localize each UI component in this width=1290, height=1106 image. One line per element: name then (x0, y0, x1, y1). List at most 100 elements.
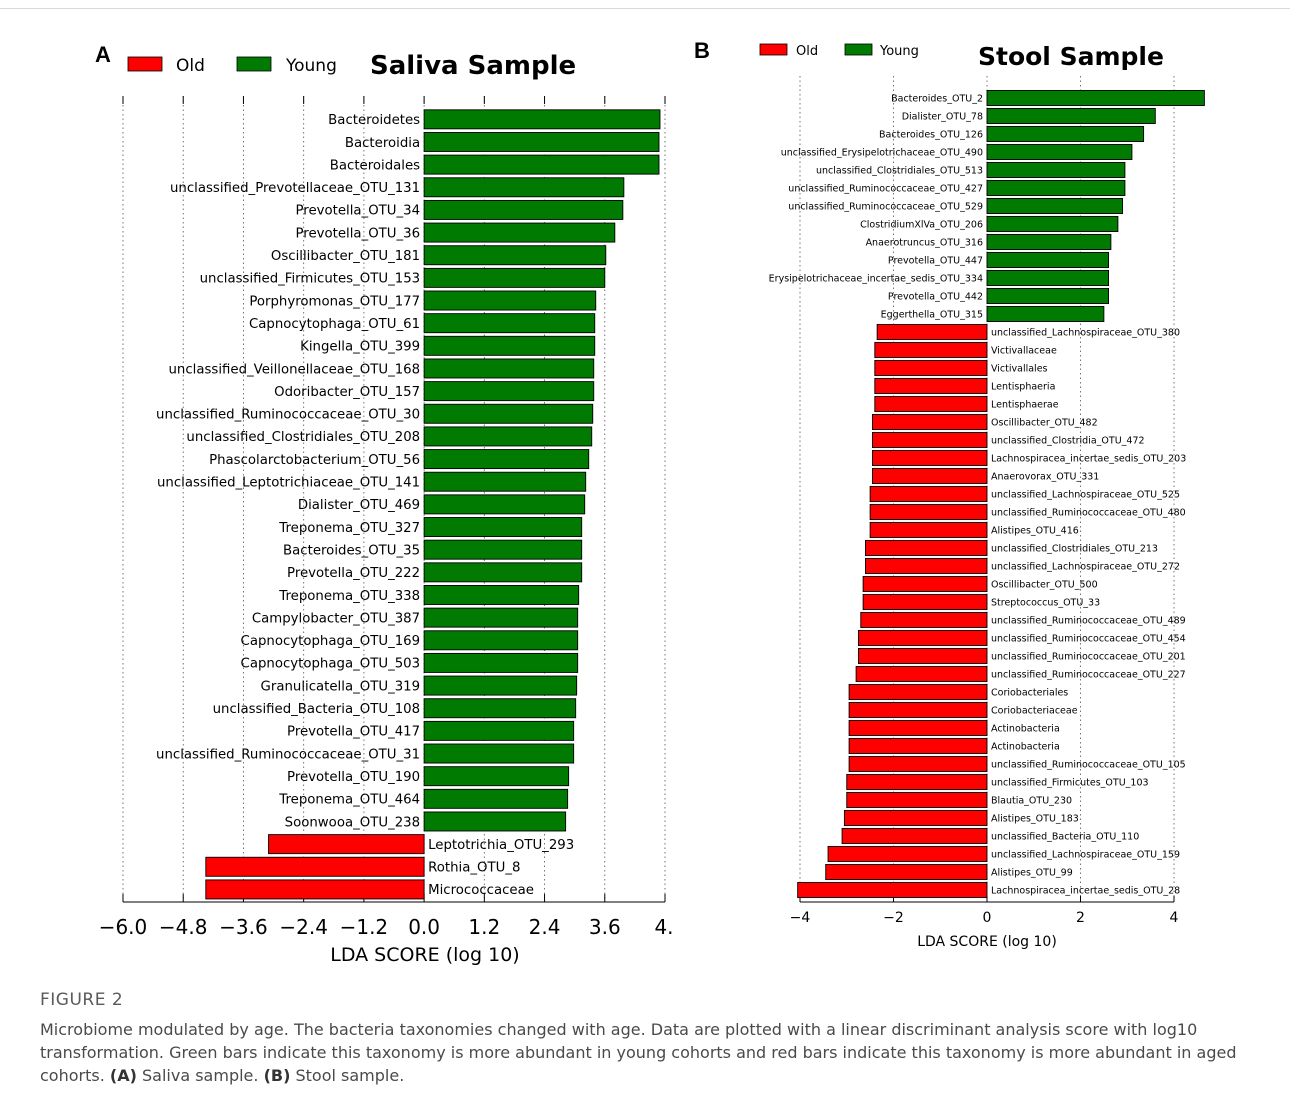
caption-b-text: Stool sample. (295, 1066, 405, 1085)
panel-b-bar-label: Streptococcus_OTU_33 (991, 597, 1100, 608)
panel-a-bar (423, 788, 569, 809)
panel-b-bar (986, 305, 1105, 323)
panel-b-bar (872, 467, 988, 485)
panel-a-bar-label: Odoribacter_OTU_157 (274, 385, 420, 400)
panel-b-bar (872, 431, 988, 449)
panel-b-bar-label: unclassified_Ruminococcaceae_OTU_454 (991, 633, 1186, 644)
panel-b-bar-label: Actinobacteria (991, 741, 1060, 752)
panel-b-bar-label: unclassified_Clostridiales_OTU_513 (816, 165, 983, 176)
panel-a-bar (423, 245, 607, 266)
panel-a-bar-label: Prevotella_OTU_190 (287, 770, 420, 785)
panel-b-bar (862, 575, 988, 593)
panel-a-bar-label: unclassified_Firmicutes_OTU_153 (200, 272, 421, 287)
panel-b-bar-label: Lachnospiracea_incertae_sedis_OTU_203 (991, 453, 1186, 464)
panel-b-bar-label: Prevotella_OTU_447 (888, 255, 983, 266)
panel-a-xlabel: LDA SCORE (log 10) (330, 944, 519, 966)
panel-a-bar (423, 630, 579, 651)
panel-a-legend-young-label: Young (285, 56, 337, 76)
panel-b-x-tick-label: −4 (790, 910, 811, 926)
panel-b-bar-label: unclassified_Clostridiales_OTU_213 (991, 543, 1158, 554)
panel-b-bar (869, 503, 988, 521)
panel-a-label: A (95, 42, 111, 67)
panel-b-bar (874, 359, 988, 377)
panel-b-bar-label: Coriobacteriales (991, 687, 1068, 698)
panel-a-bar-label: unclassified_Veillonellaceae_OTU_168 (168, 362, 420, 377)
panel-b-bar-label: unclassified_Firmicutes_OTU_103 (991, 777, 1149, 788)
panel-a-bar-label: Prevotella_OTU_36 (295, 226, 420, 241)
panel-b-bar (848, 701, 988, 719)
panel-b-bar-label: unclassified_Lachnospiraceae_OTU_380 (991, 327, 1180, 338)
panel-a-bar (423, 426, 593, 447)
panel-b-bar-label: Anaerotruncus_OTU_316 (866, 237, 983, 248)
panel-b-xlabel: LDA SCORE (log 10) (917, 934, 1057, 950)
panel-b-bar (848, 737, 988, 755)
panel-b-bar-label: Alistipes_OTU_183 (991, 813, 1079, 824)
panel-b-bar (986, 161, 1126, 179)
panel-b-bar-label: Anaerovorax_OTU_331 (991, 471, 1099, 482)
panel-b-bar (986, 143, 1133, 161)
panel-b-x-tick-label: 2 (1076, 910, 1085, 926)
panel-a-bar (423, 766, 570, 787)
panel-a-bar-label: Leptotrichia_OTU_293 (428, 838, 574, 853)
panel-b-bar (986, 125, 1145, 143)
panel-a-plot: −6.0 −4.8 −3.6 −2.4 −1.2 0.0 1.2 2.4 3.6 4. Bacte… (99, 96, 676, 939)
panel-b-bar (876, 323, 988, 341)
panel-b-bar-label: Alistipes_OTU_416 (991, 525, 1079, 536)
panel-b-bar (869, 485, 988, 503)
panel-b-bar (860, 611, 988, 629)
panel-b-bar (986, 287, 1110, 305)
panel-a-bar (423, 335, 596, 356)
panel-a-bar-label: Granulicatella_OTU_319 (261, 679, 421, 694)
panel-a-bar-label: Capnocytophaga_OTU_61 (249, 317, 420, 332)
caption-a-label: (A) (109, 1066, 137, 1085)
panel-a-bar (423, 539, 583, 560)
panel-b-bar-label: unclassified_Erysipelotrichaceae_OTU_490 (781, 147, 983, 158)
panel-a-bar-label: Bacteroidetes (328, 113, 420, 128)
panel-a-bar (423, 562, 583, 583)
panel-b-bar (848, 683, 988, 701)
panel-b-bar-label: unclassified_Ruminococcaceae_OTU_480 (991, 507, 1186, 518)
panel-a-bar-label: Capnocytophaga_OTU_503 (241, 657, 421, 672)
panel-a-bar (423, 585, 580, 605)
panel-b-bar-label: unclassified_Ruminococcaceae_OTU_427 (788, 183, 983, 194)
panel-b-bar (846, 773, 988, 791)
panel-b-bar (872, 449, 988, 467)
panel-a-bar (423, 267, 606, 288)
panel-b-bar (862, 593, 988, 611)
panel-b-bar (986, 269, 1110, 287)
panel-b-legend-old-label: Old (796, 44, 818, 59)
panel-a-bar (423, 811, 567, 832)
panel-b-bar (841, 827, 988, 845)
panel-a-x-tick-label: 4. (654, 915, 675, 939)
caption-a-text: Saliva sample. (142, 1066, 259, 1085)
panel-b-bar-label: Victivallaceae (991, 345, 1057, 356)
panel-b-bar (846, 791, 988, 809)
panel-b-legend-young-label: Young (879, 44, 919, 59)
panel-b-bar-label: Actinobacteria (991, 723, 1060, 734)
panel-a-legend-old-label: Old (176, 56, 205, 76)
panel-a-x-tick-label: −1.2 (340, 915, 389, 939)
panel-b-title: Stool Sample (978, 42, 1164, 71)
panel-a-bar (423, 109, 661, 130)
panel-a-bar-label: Oscillibacter_OTU_181 (271, 249, 420, 264)
panel-b-bar-label: Lentisphaeria (991, 381, 1055, 392)
panel-b-bar-label: Oscillibacter_OTU_500 (991, 579, 1098, 590)
panel-a-bar-label: unclassified_Leptotrichiaceae_OTU_141 (157, 476, 420, 491)
panel-b-bar-label: unclassified_Ruminococcaceae_OTU_529 (788, 201, 983, 212)
panel-b-x-tick-label: 4 (1170, 910, 1179, 926)
panel-b-bar-label: ClostridiumXlVa_OTU_206 (860, 219, 983, 230)
panel-b-bar-label: Blautia_OTU_230 (991, 795, 1072, 806)
panel-b-bar (874, 377, 988, 395)
panel-a-bar (423, 222, 616, 243)
panel-a-bar-label: Bacteroidales (330, 158, 420, 173)
panel-b-bar-label: unclassified_Clostridia_OTU_472 (991, 435, 1145, 446)
panel-b-bar-label: unclassified_Ruminococcaceae_OTU_489 (991, 615, 1186, 626)
panel-a-bar-label: Treponema_OTU_464 (278, 793, 420, 808)
panel-a-bar-label: Treponema_OTU_338 (278, 589, 420, 604)
panel-b-bar (869, 521, 988, 539)
panel-a-bar-label: Porphyromonas_OTU_177 (249, 294, 420, 309)
panel-b-bar (986, 179, 1126, 197)
panel-a-bar-label: Campylobacter_OTU_387 (252, 611, 420, 626)
panel-b-bar (827, 845, 988, 863)
panel-a-bar (423, 290, 597, 311)
